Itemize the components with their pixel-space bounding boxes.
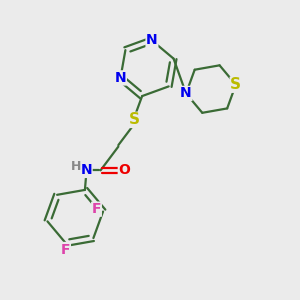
Text: S: S — [129, 112, 140, 127]
Text: N: N — [80, 164, 92, 177]
Text: F: F — [92, 202, 101, 216]
Text: S: S — [230, 77, 241, 92]
Text: H: H — [71, 160, 81, 173]
Text: N: N — [180, 86, 192, 100]
Text: N: N — [146, 34, 158, 47]
Text: O: O — [118, 164, 130, 177]
Text: F: F — [61, 242, 70, 256]
Text: N: N — [115, 71, 126, 85]
